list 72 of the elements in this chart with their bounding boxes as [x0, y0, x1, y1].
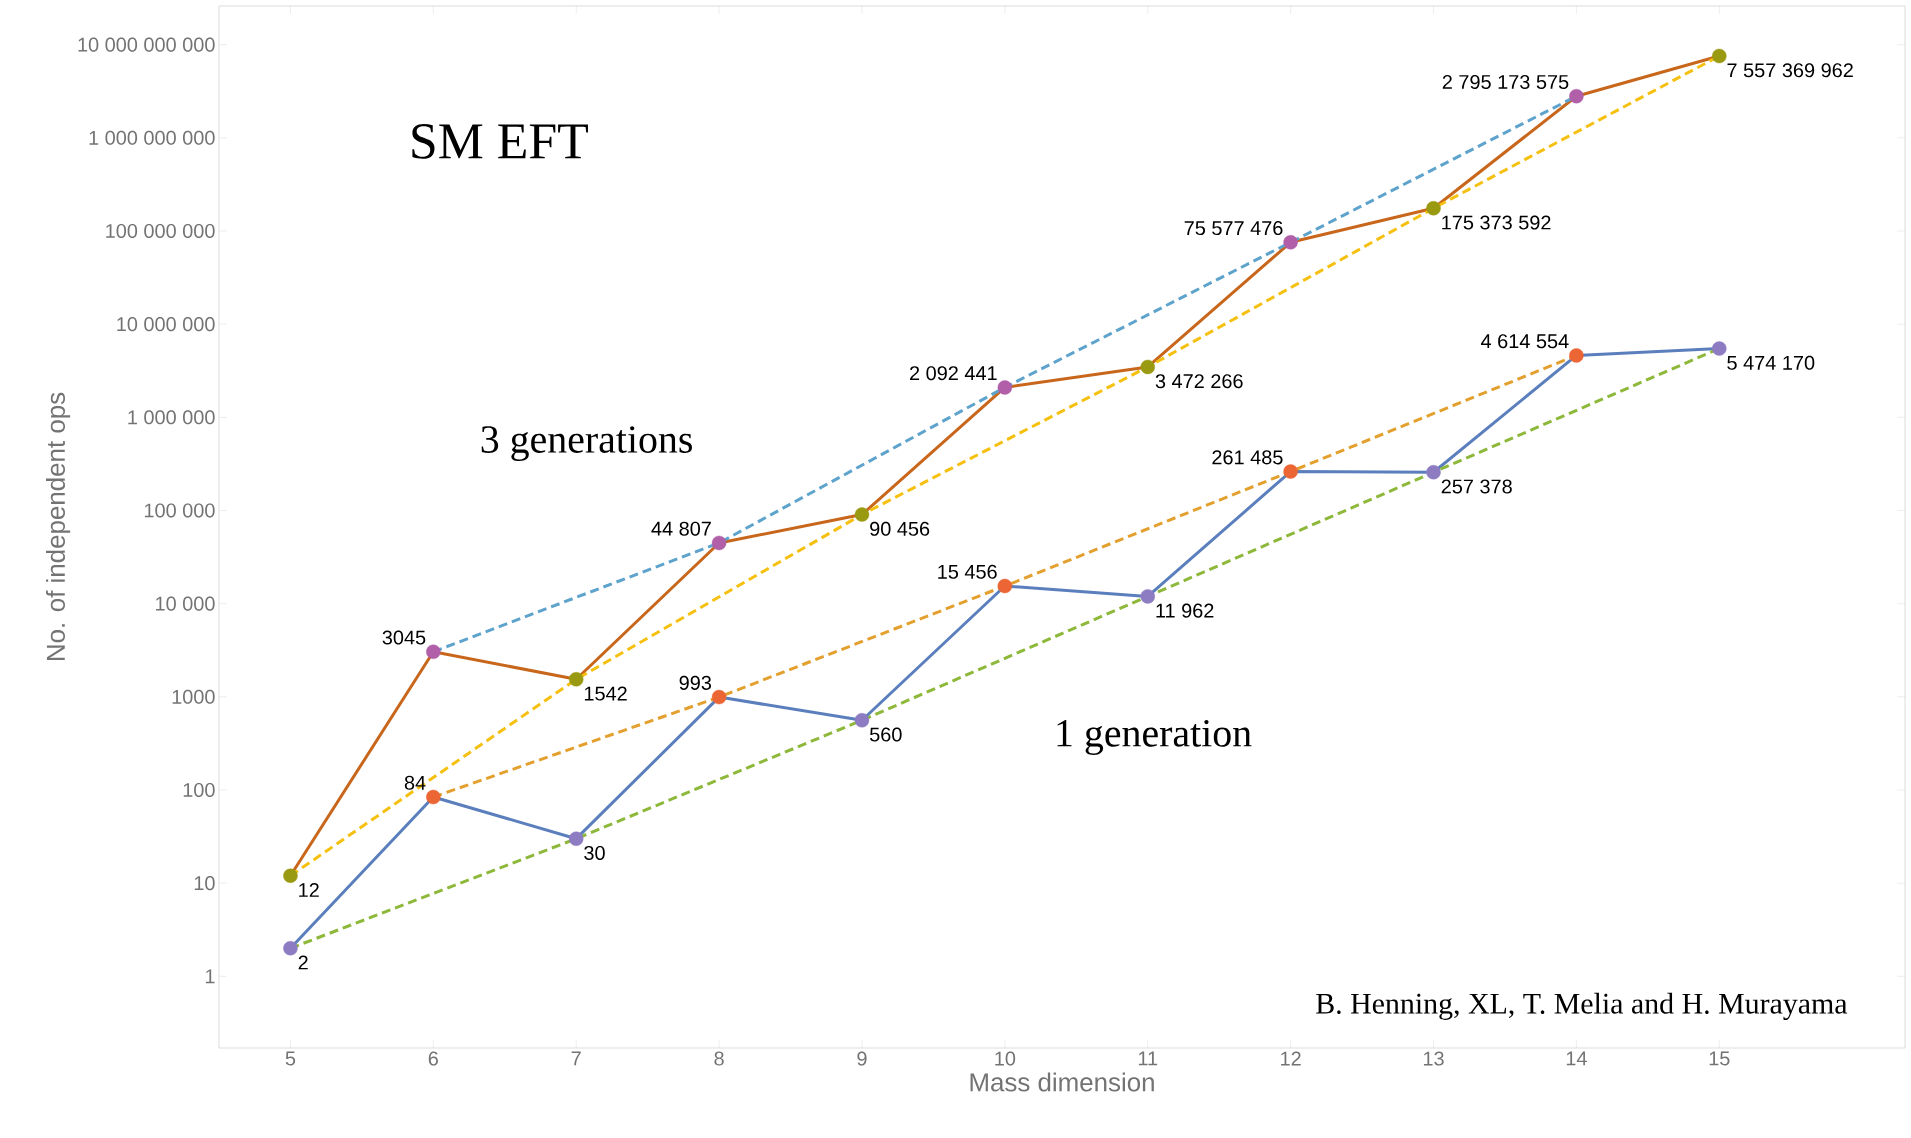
- point: [1140, 359, 1155, 375]
- x-tick-label: 10: [995, 1051, 1016, 1066]
- x-tick-label: 14: [1566, 1051, 1587, 1066]
- data-label: 15 456: [938, 564, 997, 579]
- y-tick-label: 10: [194, 876, 215, 891]
- annotation: B. Henning, XL, T. Melia and H. Murayama: [1316, 992, 1848, 1020]
- y-tick-label: 100 000: [144, 503, 215, 518]
- data-label: 257 378: [1441, 479, 1512, 494]
- point: [1140, 589, 1155, 604]
- point: [1283, 235, 1298, 250]
- data-label: 993: [679, 675, 712, 690]
- data-label: 90 456: [870, 521, 930, 536]
- point: [854, 713, 870, 728]
- point: [1283, 464, 1298, 479]
- y-tick-label: 1: [205, 969, 215, 984]
- y-axis-title: No. of independent ops: [45, 392, 71, 661]
- data-label: 5 474 170: [1727, 355, 1815, 370]
- data-label: 261 485: [1212, 450, 1283, 465]
- x-tick-label: 12: [1281, 1051, 1301, 1066]
- y-tick-label: 100: [183, 782, 215, 798]
- x-tick-label: 5: [285, 1051, 296, 1066]
- x-tick-label: 7: [571, 1051, 581, 1066]
- data-label: 3 472 266: [1155, 374, 1243, 389]
- y-tick-label: 1 000 000: [128, 410, 215, 425]
- point: [997, 578, 1013, 594]
- point: [711, 689, 727, 705]
- x-tick-label: 6: [428, 1051, 438, 1066]
- point: [1426, 201, 1441, 216]
- y-tick-label: 1000: [172, 689, 215, 704]
- point: [1569, 89, 1584, 104]
- point: [569, 672, 584, 687]
- data-label: 3045: [382, 630, 426, 645]
- annotation: 1 generation: [1057, 720, 1252, 755]
- annotation: SM EFT: [412, 124, 588, 159]
- x-tick-label: 15: [1709, 1051, 1730, 1066]
- point: [426, 789, 441, 805]
- point: [1569, 348, 1584, 363]
- data-label: 4 614 554: [1481, 334, 1569, 349]
- data-label: 12: [299, 882, 319, 897]
- point: [1426, 465, 1441, 480]
- data-label: 2: [298, 955, 308, 970]
- x-tick-label: 13: [1423, 1051, 1444, 1066]
- data-label: 2 795 173 575: [1442, 74, 1569, 90]
- point: [997, 380, 1013, 395]
- x-tick-label: 11: [1138, 1051, 1158, 1066]
- x-tick-label: 9: [857, 1051, 867, 1066]
- point: [569, 831, 584, 846]
- data-label: 560: [869, 727, 902, 742]
- data-label: 11 962: [1156, 603, 1214, 618]
- y-tick-label: 1 000 000 000: [89, 130, 215, 145]
- point: [1712, 48, 1727, 64]
- point: [854, 507, 870, 522]
- x-tick-label: 8: [714, 1051, 724, 1066]
- data-label: 1542: [584, 686, 627, 701]
- y-tick-label: 100 000 000: [106, 223, 215, 239]
- annotation: 3 generations: [481, 426, 692, 462]
- y-tick-label: 10 000: [156, 596, 215, 611]
- point: [283, 941, 298, 956]
- data-label: 75 577 476: [1184, 221, 1283, 236]
- data-label: 175 373 592: [1442, 215, 1551, 230]
- point: [711, 535, 727, 551]
- data-label: 30: [584, 845, 605, 860]
- data-label: 7 557 369 962: [1727, 63, 1853, 78]
- point: [283, 868, 298, 883]
- y-tick-label: 10 000 000: [117, 317, 215, 332]
- x-axis-title: Mass dimension: [970, 1072, 1154, 1092]
- point: [1712, 341, 1727, 356]
- point: [426, 644, 441, 659]
- y-tick-label: 10 000 000 000: [78, 37, 215, 52]
- data-label: 2 092 441: [910, 366, 997, 381]
- data-label: 44 807: [651, 521, 711, 536]
- data-label: 84: [404, 775, 426, 790]
